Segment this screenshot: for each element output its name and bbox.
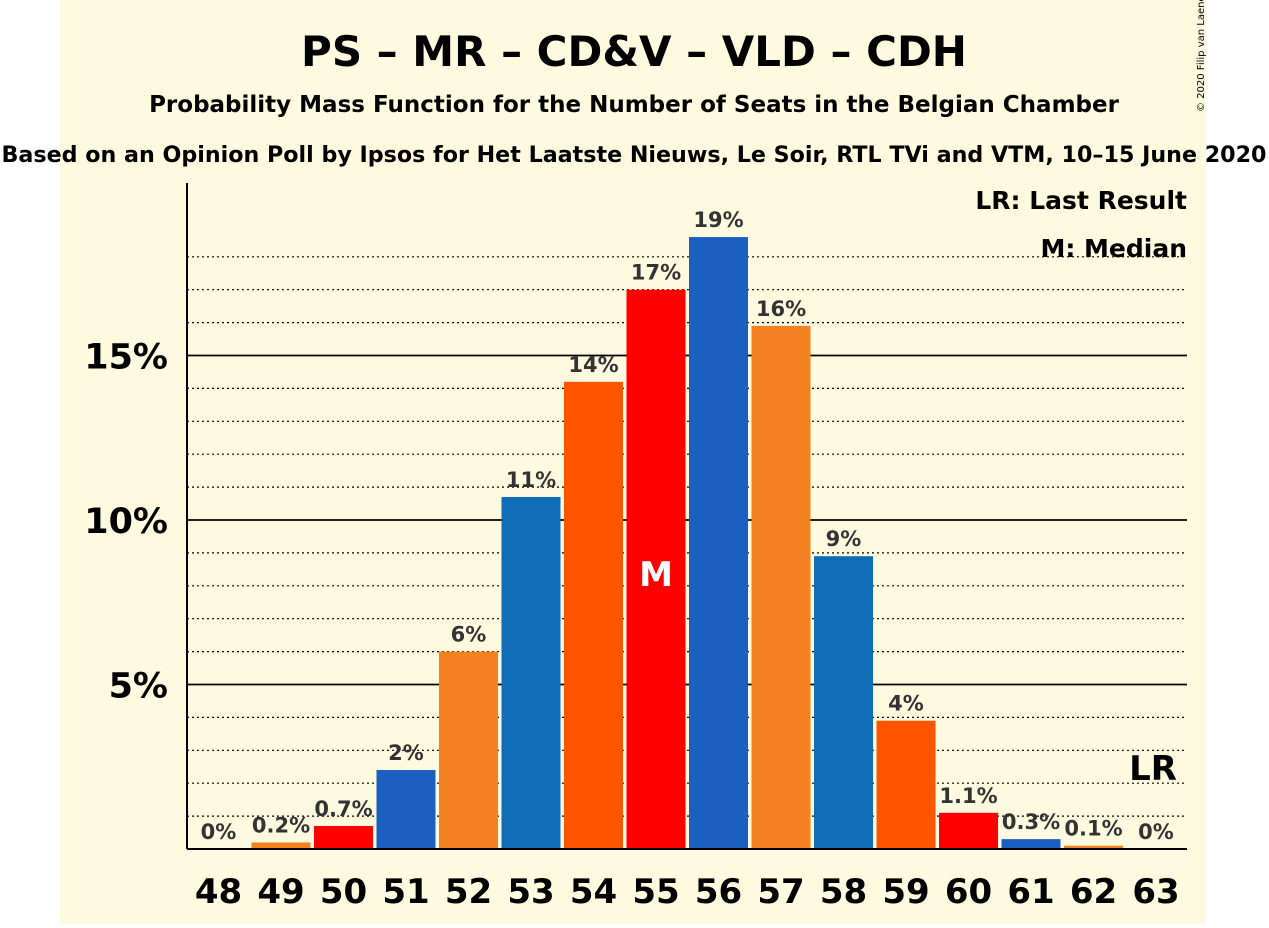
bar-seat-56 [689,237,748,849]
bars-layer [251,237,1123,849]
x-tick-label: 49 [257,872,304,912]
bar-seat-49 [251,842,311,849]
chart-subtitle: Probability Mass Function for the Number… [149,92,1120,118]
chart-source-line: Based on an Opinion Poll by Ipsos for He… [2,143,1267,168]
data-label: 1.1% [939,784,997,808]
data-label: 9% [826,527,862,551]
data-label: 4% [888,692,924,716]
bar-seat-60 [939,812,998,849]
median-marker: M [639,555,673,595]
x-tick-label: 59 [882,872,929,912]
data-label: 0.2% [252,813,310,837]
data-label: 0.3% [1002,810,1060,834]
bar-seat-62 [1064,845,1123,849]
y-tick-label: 15% [84,338,168,378]
grid-layer: 5% 10% 15% [84,256,1187,817]
x-tick-label: 54 [570,872,617,912]
x-tick-label: 60 [945,872,992,912]
x-tick-label: 53 [507,872,554,912]
bar-seat-50 [314,825,373,849]
data-label: 0.1% [1064,817,1122,841]
data-label: 11% [506,468,556,492]
x-tick-label: 51 [382,872,429,912]
x-tick-label: 62 [1070,872,1117,912]
bar-seat-58 [814,556,873,849]
data-label: 14% [568,353,618,377]
data-label: 17% [631,261,681,285]
data-label: 0% [201,820,237,844]
bar-seat-51 [376,770,436,849]
x-tick-label: 52 [445,872,492,912]
data-label: 19% [693,208,743,232]
bar-seat-53 [501,496,561,849]
bar-seat-52 [439,651,498,849]
data-label: 16% [756,297,806,321]
x-tick-label: 57 [757,872,804,912]
bar-seat-61 [1001,839,1061,849]
bar-seat-54 [564,381,623,849]
x-tick-label: 61 [1007,872,1054,912]
legend-last-result: LR: Last Result [975,186,1187,215]
legend-median: M: Median [1040,234,1187,263]
labels-layer: 0% 48 0.2% 49 0.7% 50 2% 51 6% 52 11% 53 14% 54 17% 55 1… [195,208,1180,912]
copyright-note: © 2020 Filip van Laenen [1196,0,1207,112]
y-tick-label: 10% [84,502,168,542]
x-tick-label: 50 [320,872,367,912]
x-tick-label: 58 [820,872,867,912]
last-result-marker: LR [1129,749,1177,789]
data-label: 0% [1138,820,1174,844]
bar-seat-55 [626,289,686,849]
y-tick-label: 5% [109,667,168,707]
data-label: 6% [451,623,487,647]
x-tick-label: 48 [195,872,242,912]
x-tick-label: 63 [1132,872,1179,912]
chart-title: PS – MR – CD&V – VLD – CDH [301,27,967,76]
bar-seat-59 [876,720,936,849]
x-tick-label: 55 [632,872,679,912]
data-label: 0.7% [314,797,372,821]
bar-seat-57 [751,325,811,849]
x-tick-label: 56 [695,872,742,912]
data-label: 2% [388,741,424,765]
